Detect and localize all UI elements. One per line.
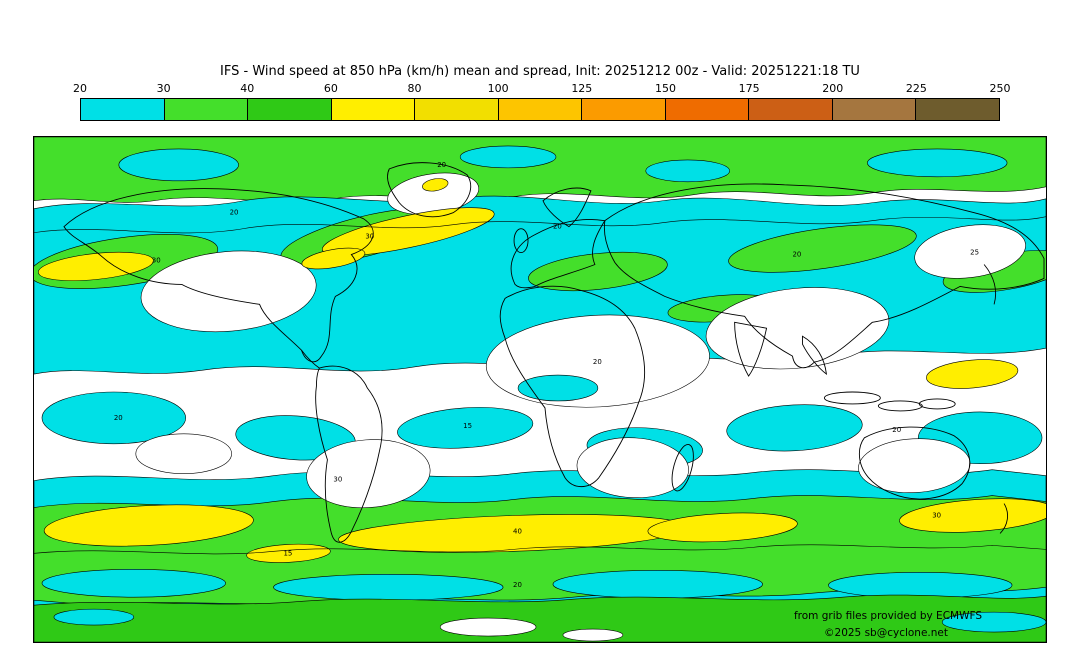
coast-north-america — [63, 188, 374, 363]
coast-indochina — [802, 335, 828, 376]
colorbar-segment — [163, 99, 248, 120]
coast-new-zealand — [999, 503, 1009, 534]
coast-indonesia-3 — [918, 398, 956, 410]
contour-label: 30 — [152, 257, 161, 265]
colorbar-tick-labels: 20 30 40 60 80 100 125 150 175 200 225 250 — [73, 82, 1011, 96]
contour-label: 20 — [437, 161, 446, 169]
contour-label: 15 — [463, 422, 472, 430]
colorbar-tick-label: 30 — [156, 82, 171, 95]
colorbar-tick-label: 225 — [905, 82, 927, 95]
coast-africa — [499, 285, 645, 488]
colorbar-segment — [664, 99, 749, 120]
contour-label: 30 — [932, 511, 941, 519]
colorbar-segment — [748, 99, 832, 120]
colorbar-segment — [497, 99, 582, 120]
coast-south-america — [315, 365, 383, 543]
coast-australia — [858, 426, 971, 500]
contour-label: 20 — [230, 209, 239, 217]
coast-indonesia-2 — [877, 400, 923, 412]
coast-central-america — [301, 349, 320, 369]
coast-indonesia-1 — [823, 391, 881, 405]
wind-speed-fill-regions — [34, 137, 1046, 642]
colorbar-tick-label: 60 — [323, 82, 338, 95]
colorbar-segment — [414, 99, 498, 120]
coast-british-isles — [513, 228, 529, 253]
coast-greenland — [387, 162, 472, 218]
contour-label: 40 — [513, 527, 522, 535]
colorbar-segment — [915, 99, 1000, 120]
extra-isolines — [34, 216, 1046, 555]
colorbar-tick-label: 80 — [407, 82, 422, 95]
contour-label: 15 — [284, 549, 293, 557]
colorbar-tick-label: 250 — [989, 82, 1011, 95]
colorbar-segment — [330, 99, 415, 120]
contour-label: 20 — [793, 251, 802, 259]
contour-label: 20 — [513, 581, 522, 589]
colorbar-segment — [831, 99, 916, 120]
coast-scandinavia — [542, 187, 592, 228]
contour-label: 30 — [333, 476, 342, 484]
contour-label: 20 — [892, 426, 901, 434]
colorbar-tick-label: 40 — [240, 82, 255, 95]
colorbar-tick-label: 175 — [738, 82, 760, 95]
chart-title: IFS - Wind speed at 850 hPa (km/h) mean … — [220, 64, 860, 79]
contour-label: 20 — [553, 223, 562, 231]
coast-madagascar — [671, 444, 694, 492]
coastlines — [63, 162, 1045, 543]
colorbar-tick-label: 150 — [654, 82, 676, 95]
attribution-source: from grib files provided by ECMWFS — [793, 610, 982, 622]
map-area: 20 20 30 20 30 20 25 20 15 20 20 30 40 30 20 15 from gr… — [33, 136, 1047, 643]
colorbar-segment — [581, 99, 665, 120]
colorbar — [80, 98, 1000, 121]
colorbar-tick-label: 125 — [571, 82, 593, 95]
contour-label: 30 — [365, 233, 374, 241]
coast-japan — [983, 264, 997, 305]
attribution-copyright: ©2025 sb@cyclone.net — [824, 627, 948, 639]
colorbar-tick-label: 200 — [822, 82, 844, 95]
coast-india — [734, 321, 768, 377]
contour-label: 25 — [970, 249, 979, 257]
world-wind-map: 20 20 30 20 30 20 25 20 15 20 20 30 40 30 20 15 — [34, 137, 1046, 642]
colorbar-segment — [247, 99, 331, 120]
colorbar-tick-label: 20 — [73, 82, 87, 95]
coast-asia — [603, 183, 1045, 369]
colorbar-segment — [81, 99, 164, 120]
contour-label: 20 — [593, 358, 602, 366]
contour-label: 20 — [114, 414, 123, 422]
colorbar-tick-label: 100 — [487, 82, 509, 95]
contour-labels: 20 20 30 20 30 20 25 20 15 20 20 30 40 30 20 15 — [114, 161, 979, 589]
